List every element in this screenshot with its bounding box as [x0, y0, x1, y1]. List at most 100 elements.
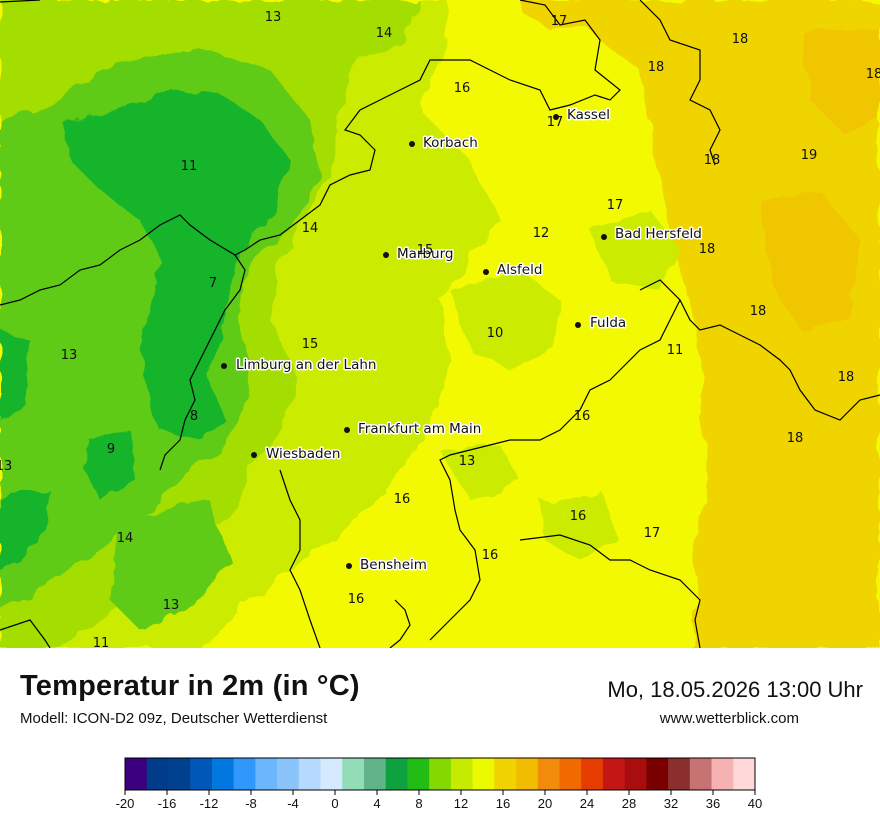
- legend-swatch: [668, 758, 691, 790]
- legend-tick-label: 16: [496, 796, 510, 811]
- legend-swatch: [711, 758, 734, 790]
- legend-swatch: [255, 758, 278, 790]
- temp-label: 19: [801, 148, 818, 163]
- chart-title: Temperatur in 2m (in °C): [20, 670, 360, 702]
- model-subtitle: Modell: ICON-D2 09z, Deutscher Wetterdie…: [20, 710, 328, 727]
- legend-swatch: [450, 758, 474, 790]
- temp-label: 18: [838, 370, 855, 385]
- temp-label: 13: [459, 454, 476, 469]
- temp-label: 18: [750, 304, 767, 319]
- city-label-limburg: Limburg an der Lahn: [236, 357, 376, 373]
- legend-swatch: [298, 758, 322, 790]
- temp-label: 16: [394, 492, 411, 507]
- legend-swatch: [342, 758, 365, 790]
- legend-swatch: [211, 758, 235, 790]
- legend-swatch: [559, 758, 582, 790]
- temp-label: 11: [667, 343, 684, 358]
- legend-swatch: [689, 758, 713, 790]
- temp-label: 16: [454, 81, 471, 96]
- legend-tick-label: 4: [373, 796, 380, 811]
- temp-label: 14: [117, 531, 134, 546]
- website-link[interactable]: www.wetterblick.com: [659, 710, 799, 727]
- legend-tick-label: -4: [287, 796, 299, 811]
- temperature-field-lime-east: [440, 210, 680, 560]
- city-label-kassel: Kassel: [567, 107, 610, 123]
- legend-swatch: [146, 758, 169, 790]
- city-dot-marburg: [383, 252, 389, 258]
- state-borders: [0, 0, 880, 648]
- city-label-alsfeld: Alsfeld: [497, 262, 542, 278]
- temp-label: 16: [570, 509, 587, 524]
- color-legend-bar: -20 -16 -12 -8 -4 0 4 8 12 16 20 24 28 32 36 40: [116, 757, 762, 811]
- temp-label: 7: [209, 276, 217, 291]
- temp-label: 13: [265, 10, 282, 25]
- legend-swatch: [190, 758, 213, 790]
- temp-label: 15: [417, 243, 434, 258]
- border-west: [159, 254, 246, 471]
- legend-swatch: [494, 758, 517, 790]
- temp-label: 12: [533, 226, 550, 241]
- legend-border: [124, 757, 756, 791]
- legend-tick-label: -12: [200, 796, 219, 811]
- border-south-mid: [389, 599, 411, 648]
- legend-tick-label: 12: [454, 796, 468, 811]
- map-canvas: Kassel Korbach Marburg Alsfeld Bad Hersf…: [0, 0, 880, 648]
- city-dot-wiesbaden: [251, 452, 257, 458]
- legend-tick-label: -8: [245, 796, 257, 811]
- city-dot-alsfeld: [483, 269, 489, 275]
- temp-label: 14: [376, 26, 393, 41]
- legend-swatch: [320, 758, 343, 790]
- legend-swatch: [429, 758, 452, 790]
- temp-label: 15: [302, 337, 319, 352]
- city-label-bensheim: Bensheim: [360, 557, 427, 573]
- city-label-korbach: Korbach: [423, 135, 478, 151]
- legend-tick-label: 28: [622, 796, 636, 811]
- legend-swatch: [581, 758, 604, 790]
- border-bavaria-west: [429, 299, 681, 641]
- temp-label: 17: [607, 198, 624, 213]
- temp-label: 16: [348, 592, 365, 607]
- legend-tick-label: -20: [116, 796, 135, 811]
- legend-swatch: [233, 758, 256, 790]
- temperature-labels: 13 14 17 18 16 17 18 19 11 14 15 12 17 1…: [0, 10, 880, 648]
- temp-label: 18: [648, 60, 665, 75]
- city-label-frankfurt: Frankfurt am Main: [358, 421, 481, 437]
- legend-tick-label: 8: [415, 796, 422, 811]
- legend-swatch: [407, 758, 430, 790]
- temp-label: 16: [482, 548, 499, 563]
- temp-label: 11: [93, 636, 110, 648]
- border-southwest: [0, 619, 51, 648]
- legend-swatch: [125, 758, 148, 790]
- legend-swatch: [168, 758, 191, 790]
- temperature-field-dark-green: [60, 90, 290, 440]
- city-label-marburg: Marburg: [397, 246, 453, 262]
- legend-swatch: [537, 758, 560, 790]
- temp-label: 18: [699, 242, 716, 257]
- temp-label: 17: [551, 14, 568, 29]
- temp-label: 13: [0, 459, 12, 474]
- city-label-fulda: Fulda: [590, 315, 626, 331]
- legend-tick-label: 36: [706, 796, 720, 811]
- temperature-map: Kassel Korbach Marburg Alsfeld Bad Hersf…: [0, 0, 880, 648]
- border-south-west-2: [279, 469, 321, 648]
- legend-swatch: [646, 758, 669, 790]
- legend-swatch: [472, 758, 495, 790]
- legend-swatch: [363, 758, 387, 790]
- legend-tick-label: 32: [664, 796, 678, 811]
- legend-swatch: [385, 758, 408, 790]
- city-label-wiesbaden: Wiesbaden: [266, 446, 340, 462]
- border-hesse-north: [0, 0, 621, 306]
- temp-label: 17: [547, 115, 564, 130]
- legend-tick-label: 24: [580, 796, 594, 811]
- temperature-field-dark-green-sw: [0, 330, 135, 570]
- temp-label: 14: [302, 221, 319, 236]
- temp-label: 18: [866, 67, 880, 82]
- temperature-field-gold: [575, 0, 880, 648]
- city-dot-limburg: [221, 363, 227, 369]
- color-legend: -20 -16 -12 -8 -4 0 4 8 12 16 20 24 28 32 36 40: [115, 755, 775, 825]
- temp-label: 11: [181, 159, 198, 174]
- legend-swatch: [516, 758, 539, 790]
- temp-label: 8: [190, 409, 198, 424]
- city-dot-bensheim: [346, 563, 352, 569]
- city-label-bad-hersfeld: Bad Hersfeld: [615, 226, 702, 242]
